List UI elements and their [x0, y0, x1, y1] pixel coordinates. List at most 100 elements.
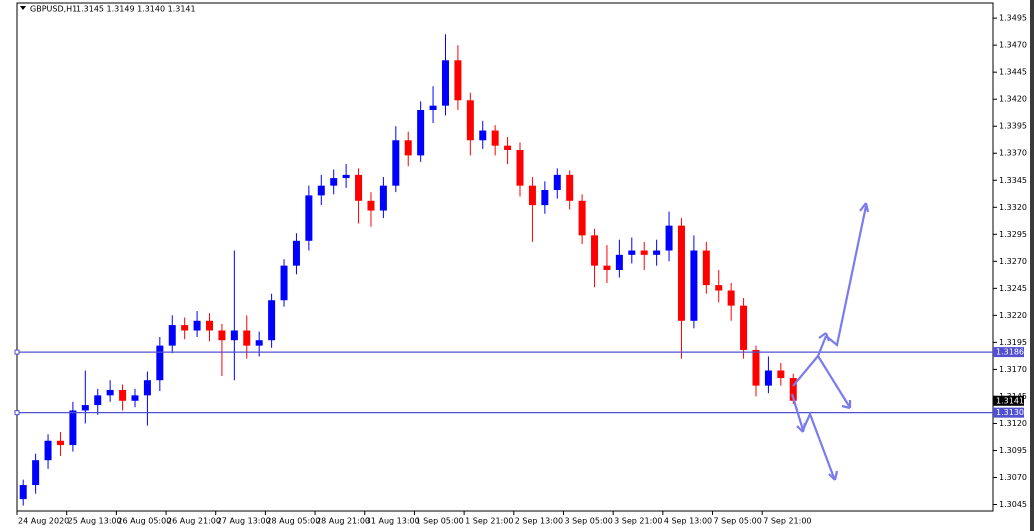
- candle-body: [367, 200, 375, 211]
- y-tick-label: 1.3170: [999, 365, 1027, 374]
- menu-triangle: [20, 6, 26, 10]
- candle-body: [615, 254, 623, 270]
- candle-body: [56, 440, 64, 446]
- candle-body: [330, 178, 338, 186]
- y-tick-label: 1.3245: [999, 284, 1027, 293]
- y-tick-label: 1.3270: [999, 257, 1027, 266]
- candle-body: [379, 185, 387, 211]
- candle-body: [752, 349, 760, 386]
- x-tick-label: 3 Sep 05:00: [564, 517, 612, 526]
- x-tick-label: 1 Sep 21:00: [465, 517, 513, 526]
- candle-body: [355, 174, 363, 201]
- candle-body: [727, 290, 735, 306]
- candle-body: [715, 285, 723, 291]
- candle-body: [218, 330, 226, 341]
- candle-body: [417, 110, 425, 156]
- level-label-box: [993, 407, 1024, 418]
- candle-body: [491, 130, 499, 146]
- candle-body: [81, 405, 89, 411]
- window-edge: [1030, 0, 1034, 531]
- candle-body: [777, 370, 785, 379]
- candle-body: [156, 345, 164, 381]
- candle-body: [640, 250, 648, 255]
- candle-body: [566, 174, 574, 201]
- candle-body: [628, 250, 636, 255]
- x-tick-label: 4 Sep 13:00: [664, 517, 712, 526]
- candle-body: [578, 200, 586, 236]
- candle-body: [94, 395, 102, 406]
- x-tick-label: 7 Sep 21:00: [763, 517, 811, 526]
- candle-body: [553, 174, 561, 190]
- x-tick-label: 1 Sep 05:00: [415, 517, 463, 526]
- candle-body: [764, 370, 772, 386]
- chart-subtitle: 1.3145 1.3149 1.3140 1.3141: [76, 5, 196, 14]
- x-tick-label: 25 Aug 13:00: [68, 517, 122, 526]
- candle-body: [317, 185, 325, 196]
- y-tick-label: 1.3120: [999, 419, 1027, 428]
- candle-body: [143, 380, 151, 396]
- candle-body: [168, 325, 176, 346]
- y-tick-label: 1.3495: [999, 14, 1027, 23]
- y-tick-label: 1.3420: [999, 95, 1027, 104]
- candle-body: [119, 389, 127, 401]
- chart-title: GBPUSD,H1: [30, 5, 77, 14]
- y-tick-label: 1.3195: [999, 338, 1027, 347]
- candle-body: [230, 330, 238, 341]
- candle-body: [131, 395, 139, 401]
- y-tick-label: 1.3345: [999, 176, 1027, 185]
- arrow-heads: [796, 202, 870, 481]
- y-tick-label: 1.3045: [999, 500, 1027, 509]
- candle-body: [528, 185, 536, 206]
- candle-body: [690, 250, 698, 321]
- candle-body: [243, 330, 251, 346]
- candle-body: [392, 140, 400, 186]
- x-tick-label: 28 Aug 05:00: [266, 517, 320, 526]
- candle-body: [429, 105, 437, 111]
- candle-body: [466, 100, 474, 141]
- arrow: [825, 205, 868, 347]
- candle-body: [603, 265, 611, 270]
- candle-body: [280, 265, 288, 301]
- x-tick-label: 7 Sep 05:00: [714, 517, 762, 526]
- candle-body: [32, 460, 40, 486]
- y-tick-label: 1.3220: [999, 311, 1027, 320]
- candle-body: [292, 240, 300, 266]
- y-tick-label: 1.3395: [999, 122, 1027, 131]
- y-tick-label: 1.3070: [999, 473, 1027, 482]
- candle-body: [541, 189, 549, 206]
- candle-body: [504, 145, 512, 150]
- candle-body: [206, 320, 214, 331]
- candle-body: [106, 389, 114, 396]
- marks: 1.3495 1.3470 1.3445 1.3420 1.3395 1.3370 1.33…: [14, 14, 1027, 526]
- level-label-box: [993, 347, 1024, 358]
- x-tick-label: 26 Aug 21:00: [167, 517, 221, 526]
- x-tick-label: 26 Aug 05:00: [117, 517, 171, 526]
- projection-arrows: [790, 202, 870, 481]
- candle-body: [69, 410, 77, 446]
- candle-body: [665, 225, 673, 251]
- candle-body: [789, 378, 797, 401]
- candle-body: [342, 174, 350, 179]
- level-handle: [14, 410, 20, 416]
- candle-body: [441, 60, 449, 106]
- candle-body: [44, 440, 52, 461]
- x-tick-label: 24 Aug 2020: [18, 517, 69, 526]
- x-tick-label: 31 Aug 13:00: [366, 517, 420, 526]
- level-handle: [14, 349, 20, 355]
- candle-body: [516, 149, 524, 186]
- candle-body: [268, 300, 276, 341]
- candle-body: [193, 320, 201, 331]
- x-tick-label: 27 Aug 13:00: [217, 517, 271, 526]
- level-label: 1.3130: [996, 408, 1024, 417]
- candle-body: [677, 225, 685, 321]
- y-tick-label: 1.3295: [999, 230, 1027, 239]
- y-tick-label: 1.3470: [999, 41, 1027, 50]
- last-price-label: 1.3141: [996, 396, 1024, 405]
- candle-body: [255, 340, 263, 346]
- level-label: 1.3186: [996, 348, 1024, 357]
- y-tick-label: 1.3370: [999, 149, 1027, 158]
- candle-body: [591, 235, 599, 266]
- x-tick-label: 3 Sep 21:00: [614, 517, 662, 526]
- candle-body: [454, 60, 462, 101]
